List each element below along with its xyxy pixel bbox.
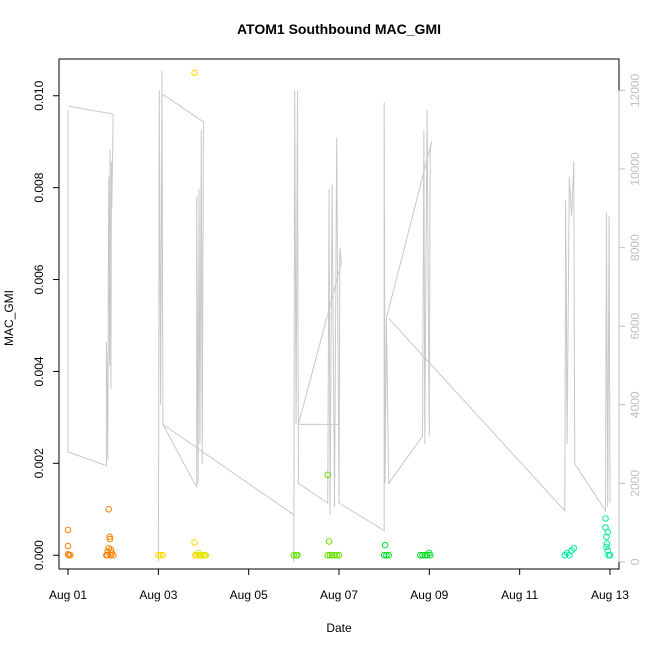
x-tick-label: Aug 07 [320,588,358,602]
data-point-4-1 [381,541,389,549]
data-point-4-9 [426,551,434,559]
x-tick-label: Aug 01 [49,588,87,602]
data-point-0-1 [64,542,72,550]
data-point-3-6 [331,551,338,559]
data-point-3-3 [324,551,332,559]
data-point-3-8 [335,551,343,559]
data-point-0-4 [67,551,74,559]
data-point-5-11 [606,551,614,559]
y2-tick-label: 4000 [628,391,642,418]
data-point-3-5 [328,551,336,559]
data-point-1-4 [191,539,198,546]
data-point-1-2 [159,551,167,559]
y2-tick-label: 6000 [628,313,642,340]
data-point-3-10 [325,538,333,545]
data-point-2-0 [201,551,208,559]
line-segment-0 [67,105,114,467]
data-point-4-0 [380,551,388,559]
y2-tick-label: 10000 [628,152,642,186]
x-tick-label: Aug 03 [139,588,177,602]
data-point-5-4 [570,545,578,552]
data-point-4-2 [383,551,390,559]
secondary-line-layer [67,70,611,562]
y-tick-label: 0.006 [32,264,46,294]
data-point-2-2 [197,551,204,559]
data-point-4-5 [419,551,426,559]
data-point-4-3 [385,551,393,559]
y2-tick-label: 12000 [628,73,642,107]
y-axis: 0.000 0.002 0.004 0.006 0.008 0.010 [32,80,60,570]
line-segment-4 [338,102,433,532]
data-point-5-13 [603,543,610,551]
x-tick-label: Aug 09 [410,588,448,602]
y2-tick-label: 8000 [628,234,642,261]
data-point-3-4 [326,551,334,559]
secondary-y-axis: 0 2000 4000 6000 8000 10000 12000 [618,73,642,565]
data-point-5-8 [603,540,611,548]
y-tick-label: 0.008 [32,172,46,202]
data-point-0-8 [106,533,113,541]
data-point-1-0 [155,551,162,559]
data-point-3-0 [290,551,298,559]
y-axis-label: MAC_GMI [2,290,16,346]
data-point-5-7 [603,533,610,541]
y-tick-label: 0.004 [32,356,46,386]
x-tick-label: Aug 13 [591,588,629,602]
y-tick-label: 0.002 [32,448,46,478]
line-segment-5 [388,161,611,513]
line-segment-3 [293,90,342,562]
data-point-0-9 [106,535,114,543]
data-point-0-11 [105,506,112,513]
x-axis: Aug 01 Aug 03 Aug 05 Aug 07 Aug 09 Aug 11 Aug … [49,568,629,602]
x-axis-label: Date [326,621,352,635]
data-point-3-2 [294,551,301,559]
data-point-3-9 [324,471,332,479]
y-tick-label: 0.010 [32,80,46,110]
data-point-5-12 [604,528,612,536]
data-point-0-15 [107,551,114,559]
data-point-0-14 [104,551,111,559]
data-point-1-1 [157,551,164,559]
chart-title: ATOM1 Southbound MAC_GMI [237,21,441,37]
y-tick-label: 0.000 [32,540,46,570]
line-segment-2 [162,423,295,516]
data-point-4-4 [417,551,424,559]
y2-tick-label: 2000 [628,470,642,497]
scatter-points-layer [64,69,614,559]
data-point-1-3 [191,69,198,77]
data-point-3-7 [333,551,341,559]
line-segment-1 [157,70,205,562]
x-tick-label: Aug 11 [501,588,538,602]
y2-tick-label: 0 [628,558,642,565]
data-point-0-0 [64,526,72,534]
x-tick-label: Aug 05 [230,588,268,602]
data-point-5-5 [602,515,609,522]
